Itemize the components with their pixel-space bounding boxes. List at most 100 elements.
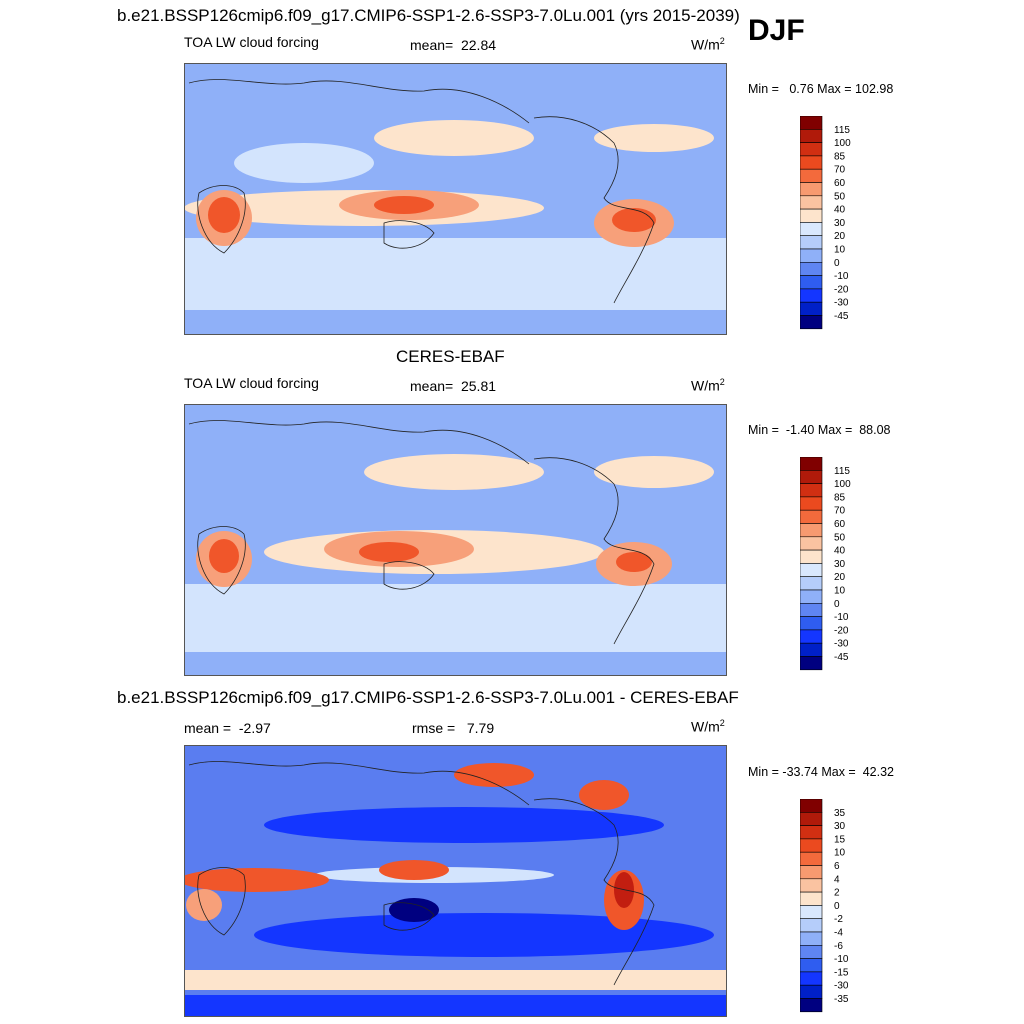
panel1-mean: mean= 22.84 xyxy=(410,37,496,53)
panel1-max-value: 102.98 xyxy=(855,82,894,96)
panel3-map-frame xyxy=(184,745,727,1017)
panel1-antarctic-band xyxy=(184,313,727,335)
panel3-maritime-bias xyxy=(379,860,449,880)
colorbar-tick-label: 10 xyxy=(834,245,846,256)
panel2-coastline-australia xyxy=(383,561,435,590)
colorbar-box xyxy=(800,865,823,880)
colorbar-box xyxy=(800,536,823,551)
colorbar-box xyxy=(800,262,823,276)
panel2-warm-pool xyxy=(359,542,419,562)
colorbar-tick-label: -30 xyxy=(834,639,849,650)
colorbar-box xyxy=(800,799,823,813)
colorbar-box xyxy=(800,931,823,946)
colorbar-box xyxy=(800,483,823,498)
colorbar-box xyxy=(800,523,823,538)
colorbar-box xyxy=(800,182,823,197)
panel3-mean: mean = -2.97 xyxy=(184,720,271,736)
colorbar-box xyxy=(800,576,823,591)
panel2-coastline-americas xyxy=(533,457,655,645)
colorbar-tick-label: 0 xyxy=(834,901,840,912)
colorbar-tick-label: 100 xyxy=(834,479,851,490)
panel2-map-frame xyxy=(184,404,727,676)
colorbar-tick-label: 35 xyxy=(834,808,846,819)
colorbar-tick-label: 50 xyxy=(834,191,846,202)
panel1-max-label: Max = xyxy=(817,82,852,96)
panel2-variable: TOA LW cloud forcing xyxy=(184,375,319,391)
panel3-title: b.e21.BSSP126cmip6.f09_g17.CMIP6-SSP1-2.… xyxy=(117,688,739,707)
panel3-min-value: -33.74 xyxy=(782,765,818,779)
panel1-coastline-australia xyxy=(383,220,435,249)
panel1-coastline-americas xyxy=(533,116,655,304)
panel1-mean-label: mean= xyxy=(410,37,454,53)
panel3-negative-band-south xyxy=(254,913,714,957)
panel2-coastline-eurasia xyxy=(188,420,530,465)
colorbar-box xyxy=(800,656,823,671)
colorbar-tick-label: 70 xyxy=(834,506,846,517)
colorbar-tick-label: -20 xyxy=(834,284,849,295)
colorbar-box xyxy=(800,116,823,130)
panel3-rmse: rmse = 7.79 xyxy=(412,720,494,736)
panel2-amazon-core xyxy=(616,552,652,572)
colorbar-tick-label: 100 xyxy=(834,138,851,149)
panel3-antarctic-band xyxy=(184,995,727,1017)
colorbar-tick-label: 60 xyxy=(834,519,846,530)
panel2-minmax: Min = -1.40 Max = 88.08 xyxy=(748,423,890,437)
panel1-coastline-africa xyxy=(197,185,246,254)
panel3-minmax: Min = -33.74 Max = 42.32 xyxy=(748,765,894,779)
panel2-max-value: 88.08 xyxy=(859,423,891,437)
colorbar-box xyxy=(800,275,823,290)
colorbar-box xyxy=(800,195,823,210)
panel2-mean-value: 25.81 xyxy=(460,378,497,394)
panel3-rmse-value: 7.79 xyxy=(466,720,495,736)
panel1-map-frame xyxy=(184,63,727,335)
colorbar-tick-label: -10 xyxy=(834,271,849,282)
panel3-units-exp: 2 xyxy=(719,718,725,728)
panel3-mean-value: -2.97 xyxy=(238,720,271,736)
panel1-pacific-storm-track xyxy=(374,120,534,156)
colorbar-box xyxy=(800,825,823,840)
colorbar-box xyxy=(800,129,823,143)
panel3-north-pacific-bias xyxy=(454,763,534,787)
panel3-max-value: 42.32 xyxy=(862,765,894,779)
panel3-mean-label: mean = xyxy=(184,720,232,736)
panel2-title: CERES-EBAF xyxy=(396,347,505,366)
colorbar-box xyxy=(800,812,823,826)
colorbar-tick-label: 15 xyxy=(834,834,846,845)
panel1-coastline-eurasia xyxy=(188,79,530,124)
colorbar-box xyxy=(800,509,823,524)
colorbar-tick-label: 0 xyxy=(834,258,840,269)
colorbar-box xyxy=(800,958,823,973)
colorbar-tick-label: 40 xyxy=(834,205,846,216)
colorbar-tick-label: -45 xyxy=(834,652,849,663)
panel3-max-label: Max = xyxy=(821,765,856,779)
colorbar-tick-label: -45 xyxy=(834,311,849,322)
panel1-warm-pool xyxy=(374,196,434,214)
colorbar-tick-label: 0 xyxy=(834,599,840,610)
panel3-australia-negative xyxy=(389,898,439,922)
colorbar-box xyxy=(800,155,823,170)
panel1-africa-core xyxy=(208,197,240,233)
panel1-variable: TOA LW cloud forcing xyxy=(184,34,319,50)
panel2-units: W/m2 xyxy=(691,377,725,394)
colorbar-box xyxy=(800,496,823,511)
panel1-cloud-region xyxy=(234,143,374,183)
colorbar-tick-label: -30 xyxy=(834,981,849,992)
colorbar-box xyxy=(800,288,823,303)
colorbar-tick-label: -30 xyxy=(834,298,849,309)
panel1-units-base: W/m xyxy=(691,36,720,53)
panel1-southern-band xyxy=(184,238,727,310)
panel3-southern-ocean-bias xyxy=(184,970,727,990)
panel3-coastline-americas xyxy=(533,798,655,986)
colorbar-tick-label: 4 xyxy=(834,874,840,885)
colorbar-box xyxy=(800,616,823,631)
colorbar-tick-label: 70 xyxy=(834,165,846,176)
colorbar-box xyxy=(800,142,823,157)
colorbar-box xyxy=(800,603,823,617)
panel3-africa-bias xyxy=(186,889,222,921)
panel1-map xyxy=(184,63,727,335)
colorbar-box xyxy=(800,945,823,959)
colorbar-box xyxy=(800,222,823,237)
colorbar-box xyxy=(800,208,823,223)
colorbar-tick-label: -35 xyxy=(834,994,849,1005)
